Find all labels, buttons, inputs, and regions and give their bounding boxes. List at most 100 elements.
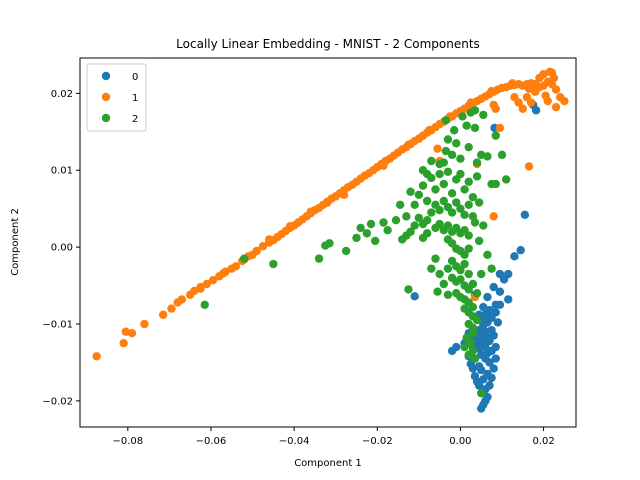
data-point — [474, 236, 484, 246]
data-point — [158, 310, 168, 319]
data-point — [427, 156, 436, 166]
legend-label: 2 — [132, 114, 138, 125]
data-point — [464, 177, 473, 186]
data-point — [460, 210, 469, 220]
data-point — [479, 221, 488, 230]
data-point — [495, 300, 505, 309]
data-point — [489, 100, 498, 110]
data-point — [404, 140, 413, 150]
data-point — [414, 190, 424, 200]
data-point — [443, 290, 453, 299]
data-point — [520, 210, 530, 220]
data-point — [443, 221, 453, 230]
points-layer — [92, 67, 569, 413]
data-point — [491, 179, 500, 189]
data-point — [427, 208, 436, 217]
data-point — [406, 187, 415, 196]
data-point — [549, 73, 559, 83]
data-point — [464, 244, 473, 253]
data-point — [479, 110, 488, 120]
data-point — [435, 159, 444, 169]
data-point — [431, 254, 440, 263]
data-point — [402, 212, 411, 221]
data-point — [464, 269, 473, 279]
x-tick-label: −0.04 — [279, 436, 310, 447]
data-point — [177, 295, 187, 304]
data-point — [439, 179, 448, 189]
data-point — [352, 233, 361, 243]
data-point — [456, 204, 465, 213]
data-point — [531, 87, 540, 97]
data-point — [356, 223, 365, 233]
data-point — [92, 352, 101, 361]
data-point — [470, 372, 480, 381]
data-point — [551, 85, 561, 94]
data-point — [497, 150, 507, 160]
data-point — [379, 218, 388, 227]
data-point — [456, 275, 465, 284]
legend-marker — [101, 113, 111, 123]
data-point — [231, 262, 241, 271]
data-point — [460, 342, 469, 352]
data-point — [119, 339, 128, 348]
data-point — [443, 167, 453, 176]
series-2 — [200, 106, 511, 398]
data-point — [441, 116, 451, 125]
x-axis: −0.08 −0.06 −0.04 −0.02 0.00 0.02 — [112, 427, 555, 447]
data-point — [439, 279, 448, 289]
data-point — [447, 346, 457, 356]
data-point — [452, 139, 461, 148]
data-point — [472, 289, 482, 298]
data-point — [443, 264, 453, 273]
data-point — [477, 388, 486, 398]
data-point — [443, 135, 453, 144]
data-point — [491, 354, 500, 363]
data-point — [518, 104, 527, 113]
data-point — [127, 329, 137, 338]
data-point — [489, 282, 498, 292]
data-point — [167, 304, 176, 313]
data-point — [460, 250, 469, 259]
legend-label: 0 — [132, 72, 138, 83]
data-point — [208, 275, 218, 285]
chart-title: Locally Linear Embedding - MNIST - 2 Com… — [176, 37, 480, 51]
y-tick-label: −0.02 — [42, 396, 73, 407]
data-point — [560, 96, 569, 106]
data-point — [452, 198, 461, 207]
y-tick-label: −0.01 — [42, 319, 73, 330]
data-point — [464, 142, 473, 152]
y-tick-label: 0.02 — [51, 89, 73, 100]
data-point — [325, 239, 334, 248]
legend: 0 1 2 — [86, 63, 147, 132]
data-point — [468, 279, 478, 289]
data-point — [483, 369, 492, 379]
data-point — [535, 73, 544, 83]
data-point — [398, 235, 407, 244]
data-point — [431, 185, 440, 194]
data-point — [456, 265, 465, 275]
data-point — [472, 172, 482, 181]
x-tick-label: 0.02 — [532, 436, 554, 447]
legend-marker — [101, 92, 111, 102]
data-point — [447, 150, 457, 160]
legend-frame — [86, 63, 147, 132]
data-point — [449, 126, 459, 135]
y-axis: −0.02 −0.01 0.00 0.01 0.02 — [42, 89, 80, 407]
data-point — [474, 198, 484, 207]
data-point — [219, 269, 228, 278]
data-point — [252, 246, 261, 256]
data-point — [460, 304, 469, 313]
data-point — [433, 144, 442, 153]
data-point — [441, 146, 451, 156]
data-point — [460, 259, 469, 269]
data-point — [468, 192, 478, 202]
plot-frame — [79, 57, 577, 428]
data-point — [447, 189, 457, 198]
data-point — [435, 206, 444, 215]
data-point — [541, 91, 550, 100]
data-point — [464, 231, 473, 240]
data-point — [479, 302, 488, 312]
data-point — [508, 79, 517, 88]
data-point — [468, 329, 478, 338]
